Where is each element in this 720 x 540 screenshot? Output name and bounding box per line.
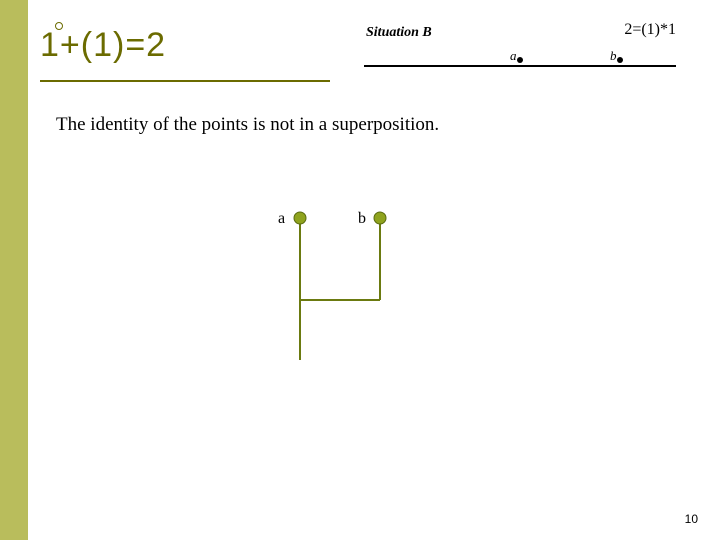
left-accent-stripe (0, 0, 28, 540)
svg-text:Situation B: Situation B (366, 25, 432, 40)
page-number: 10 (685, 512, 698, 526)
situation-b-figure: Situation B 2=(1)*1 a b (360, 20, 680, 76)
svg-text:2=(1)*1: 2=(1)*1 (624, 21, 676, 38)
svg-text:a: a (278, 210, 285, 227)
svg-text:a: a (510, 48, 517, 63)
svg-text:b: b (610, 48, 617, 63)
tree-diagram: ab (260, 200, 460, 380)
svg-text:b: b (358, 210, 366, 227)
body-statement: The identity of the points is not in a s… (56, 114, 439, 136)
title-underline (40, 80, 330, 82)
situation-b-svg: Situation B 2=(1)*1 a b (360, 20, 680, 76)
tree-diagram-svg: ab (260, 200, 460, 380)
slide-title: 1+(1)=2 (40, 26, 166, 65)
